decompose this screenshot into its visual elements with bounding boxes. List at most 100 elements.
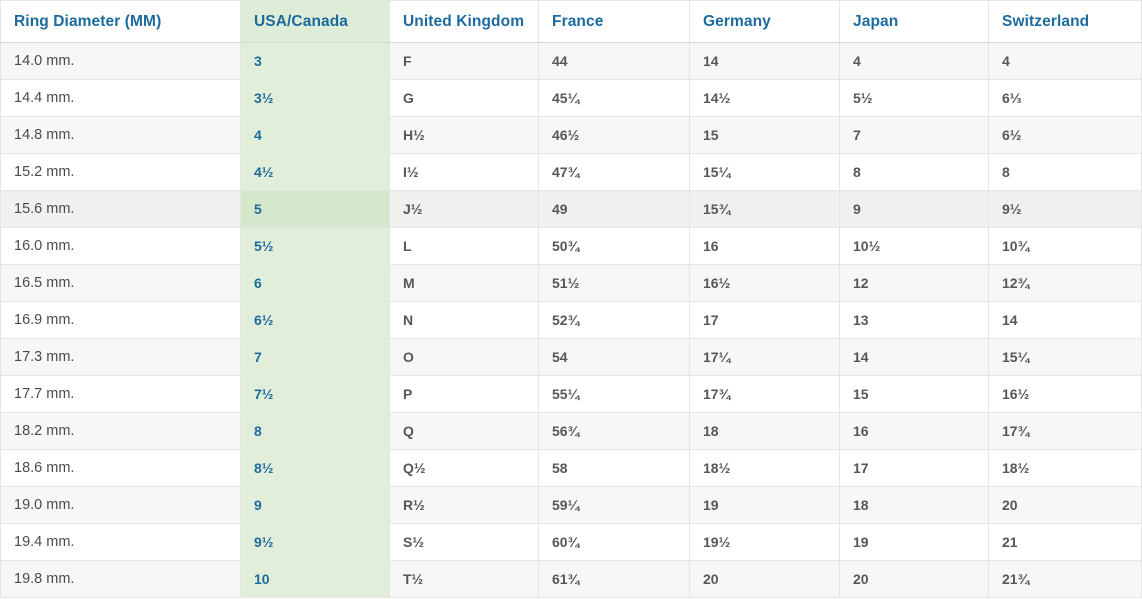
cell-france: 51½ [538, 264, 690, 302]
cell-diameter: 14.8 mm. [0, 116, 241, 154]
cell-switzerland: 10¾ [988, 227, 1142, 265]
cell-diameter: 14.0 mm. [0, 42, 241, 80]
cell-uk: S½ [389, 523, 539, 561]
cell-usa_canada: 3 [240, 42, 390, 80]
cell-uk: Q½ [389, 449, 539, 487]
cell-switzerland: 16½ [988, 375, 1142, 413]
cell-uk: R½ [389, 486, 539, 524]
cell-diameter: 15.6 mm. [0, 190, 241, 228]
cell-france: 49 [538, 190, 690, 228]
cell-usa_canada: 6 [240, 264, 390, 302]
column-header-switzerland: Switzerland [988, 0, 1142, 43]
cell-germany: 19 [689, 486, 840, 524]
cell-france: 60¾ [538, 523, 690, 561]
cell-japan: 17 [839, 449, 989, 487]
cell-uk: L [389, 227, 539, 265]
cell-germany: 19½ [689, 523, 840, 561]
cell-uk: P [389, 375, 539, 413]
cell-usa_canada: 9½ [240, 523, 390, 561]
column-header-usa-canada: USA/Canada [240, 0, 390, 43]
cell-japan: 7 [839, 116, 989, 154]
cell-uk: T½ [389, 560, 539, 598]
cell-uk: Q [389, 412, 539, 450]
cell-diameter: 16.0 mm. [0, 227, 241, 265]
cell-germany: 16½ [689, 264, 840, 302]
cell-france: 58 [538, 449, 690, 487]
cell-diameter: 18.6 mm. [0, 449, 241, 487]
cell-switzerland: 15¼ [988, 338, 1142, 376]
cell-japan: 12 [839, 264, 989, 302]
cell-switzerland: 20 [988, 486, 1142, 524]
cell-usa_canada: 6½ [240, 301, 390, 339]
cell-france: 56¾ [538, 412, 690, 450]
cell-switzerland: 4 [988, 42, 1142, 80]
cell-uk: M [389, 264, 539, 302]
cell-diameter: 17.3 mm. [0, 338, 241, 376]
cell-france: 50¾ [538, 227, 690, 265]
table-body: 14.0 mm. 3 F 44 14 4 4 14.4 mm. 3½ G 45¼ 14½ 5½ 6⅓ 14.… [0, 42, 1142, 598]
table-row: 19.4 mm. 9½ S½ 60¾ 19½ 19 21 [0, 523, 1142, 561]
cell-japan: 18 [839, 486, 989, 524]
cell-switzerland: 12¾ [988, 264, 1142, 302]
cell-japan: 9 [839, 190, 989, 228]
cell-diameter: 15.2 mm. [0, 153, 241, 191]
table-row: 14.0 mm. 3 F 44 14 4 4 [0, 42, 1142, 80]
table-row: 19.8 mm. 10 T½ 61¾ 20 20 21¾ [0, 560, 1142, 598]
cell-switzerland: 21¾ [988, 560, 1142, 598]
column-header-japan: Japan [839, 0, 989, 43]
cell-france: 47¾ [538, 153, 690, 191]
table-row: 14.4 mm. 3½ G 45¼ 14½ 5½ 6⅓ [0, 79, 1142, 117]
table-row: 16.5 mm. 6 M 51½ 16½ 12 12¾ [0, 264, 1142, 302]
cell-germany: 17¾ [689, 375, 840, 413]
cell-japan: 13 [839, 301, 989, 339]
header-row: Ring Diameter (MM) USA/Canada United Kin… [0, 0, 1142, 43]
cell-germany: 15 [689, 116, 840, 154]
table-row: 14.8 mm. 4 H½ 46½ 15 7 6½ [0, 116, 1142, 154]
cell-switzerland: 14 [988, 301, 1142, 339]
cell-japan: 16 [839, 412, 989, 450]
cell-japan: 10½ [839, 227, 989, 265]
cell-diameter: 19.8 mm. [0, 560, 241, 598]
table-row: 15.6 mm. 5 J½ 49 15¾ 9 9½ [0, 190, 1142, 228]
cell-japan: 14 [839, 338, 989, 376]
cell-france: 61¾ [538, 560, 690, 598]
cell-japan: 8 [839, 153, 989, 191]
cell-france: 54 [538, 338, 690, 376]
cell-diameter: 19.4 mm. [0, 523, 241, 561]
cell-diameter: 16.5 mm. [0, 264, 241, 302]
cell-germany: 17¼ [689, 338, 840, 376]
column-header-ring-diameter: Ring Diameter (MM) [0, 0, 241, 43]
cell-switzerland: 17¾ [988, 412, 1142, 450]
cell-germany: 15¾ [689, 190, 840, 228]
cell-usa_canada: 5½ [240, 227, 390, 265]
cell-usa_canada: 7 [240, 338, 390, 376]
cell-switzerland: 6⅓ [988, 79, 1142, 117]
cell-germany: 16 [689, 227, 840, 265]
cell-diameter: 16.9 mm. [0, 301, 241, 339]
cell-uk: J½ [389, 190, 539, 228]
cell-switzerland: 21 [988, 523, 1142, 561]
table-row: 16.0 mm. 5½ L 50¾ 16 10½ 10¾ [0, 227, 1142, 265]
column-header-united-kingdom: United Kingdom [389, 0, 539, 43]
cell-switzerland: 6½ [988, 116, 1142, 154]
cell-uk: I½ [389, 153, 539, 191]
cell-uk: N [389, 301, 539, 339]
cell-france: 45¼ [538, 79, 690, 117]
cell-uk: H½ [389, 116, 539, 154]
cell-usa_canada: 4½ [240, 153, 390, 191]
cell-japan: 20 [839, 560, 989, 598]
cell-diameter: 17.7 mm. [0, 375, 241, 413]
cell-uk: G [389, 79, 539, 117]
cell-france: 52¾ [538, 301, 690, 339]
table-header: Ring Diameter (MM) USA/Canada United Kin… [0, 0, 1142, 43]
cell-germany: 18 [689, 412, 840, 450]
table-row: 18.6 mm. 8½ Q½ 58 18½ 17 18½ [0, 449, 1142, 487]
cell-france: 55¼ [538, 375, 690, 413]
cell-japan: 15 [839, 375, 989, 413]
cell-switzerland: 18½ [988, 449, 1142, 487]
cell-germany: 15¼ [689, 153, 840, 191]
cell-japan: 4 [839, 42, 989, 80]
cell-diameter: 14.4 mm. [0, 79, 241, 117]
cell-usa_canada: 8 [240, 412, 390, 450]
